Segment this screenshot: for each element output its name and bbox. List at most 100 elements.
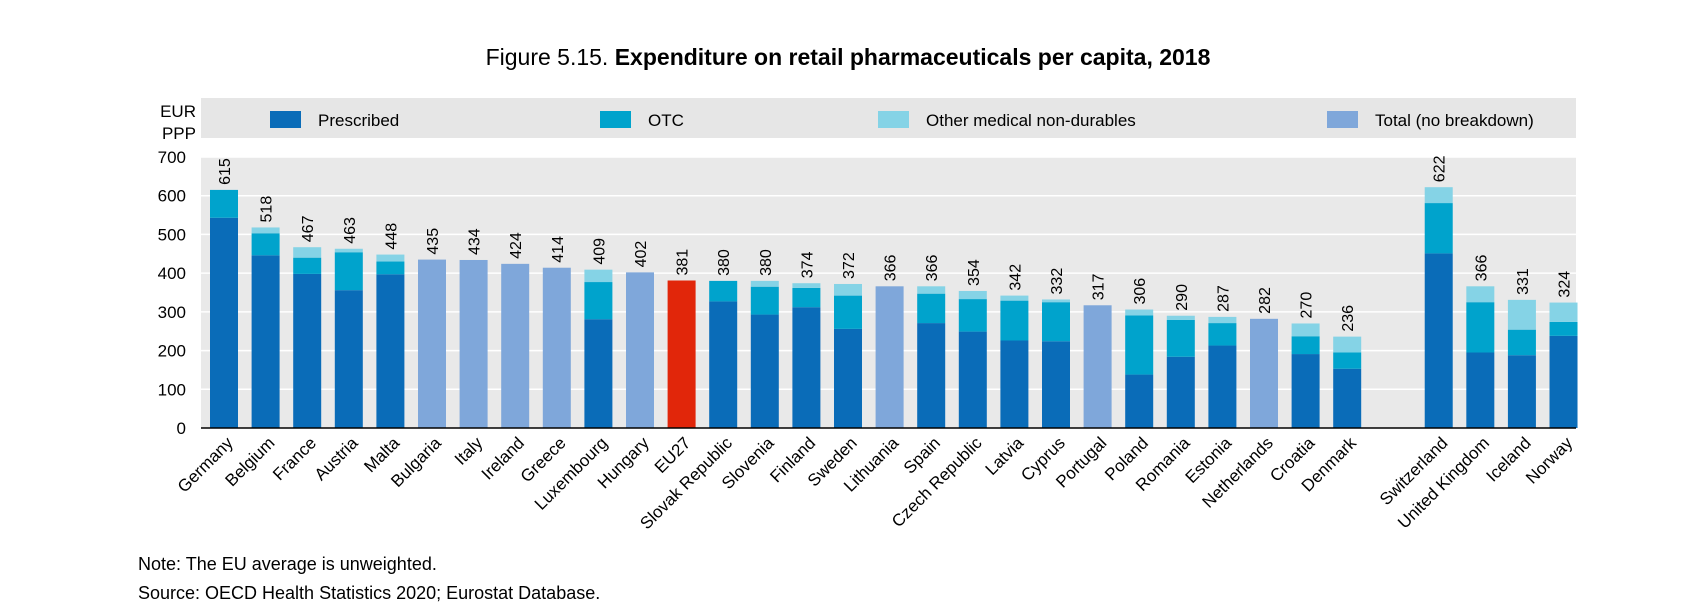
bar-segment-other [334, 248, 363, 253]
data-label: 324 [1557, 271, 1574, 298]
bar-segment-otc [334, 252, 363, 291]
bar-total-no-breakdown [418, 259, 446, 428]
bar-total-no-breakdown [626, 272, 654, 428]
y-tick-label: 500 [158, 225, 186, 244]
bar-segment-otc [1042, 302, 1070, 342]
data-label: 434 [467, 228, 484, 255]
bar-segment-other [958, 290, 987, 300]
bar-segment-otc [750, 286, 779, 315]
data-label: 414 [550, 236, 567, 263]
y-tick-label: 300 [158, 303, 186, 322]
data-label: 282 [1257, 287, 1274, 314]
bar-segment-other [750, 280, 779, 287]
bar-segment-prescribed [1125, 374, 1154, 428]
bar-segment-prescribed [834, 328, 862, 428]
y-tick-label: 400 [158, 264, 186, 283]
bar-total-no-breakdown [1250, 318, 1278, 428]
legend-swatch-prescribed [270, 111, 301, 128]
legend-swatch-otc [600, 111, 631, 128]
bar-segment-otc [1507, 329, 1536, 356]
legend-swatch-total [1327, 111, 1358, 128]
bar-segment-prescribed [584, 319, 613, 428]
data-label: 317 [1091, 273, 1108, 300]
y-unit-label: PPP [162, 124, 196, 143]
bar-segment-otc [251, 233, 280, 256]
data-label: 424 [508, 232, 525, 259]
data-label: 381 [675, 249, 692, 276]
bar-segment-otc [792, 287, 821, 308]
bar-segment-prescribed [210, 217, 238, 428]
note-text: Note: The EU average is unweighted. [138, 554, 437, 574]
bar-eu27 [667, 280, 696, 428]
bar-segment-other [376, 254, 405, 262]
bar-segment-prescribed [376, 274, 405, 428]
bar-segment-prescribed [709, 301, 738, 428]
bar-segment-prescribed [958, 331, 987, 428]
bar-segment-prescribed [1208, 345, 1237, 428]
data-label: 331 [1515, 268, 1532, 295]
bar-segment-prescribed [792, 307, 821, 428]
bar-segment-prescribed [1466, 352, 1495, 428]
bar-segment-prescribed [917, 323, 946, 428]
y-tick-label: 100 [158, 380, 186, 399]
bar-segment-prescribed [1333, 368, 1362, 428]
bar-segment-other [917, 286, 946, 294]
figure-title: Expenditure on retail pharmaceuticals pe… [614, 44, 1211, 70]
data-label: 306 [1132, 278, 1149, 305]
bar-segment-prescribed [1507, 355, 1536, 428]
bar-total-no-breakdown [542, 267, 571, 428]
y-tick-label: 200 [158, 342, 186, 361]
y-tick-label: 0 [177, 419, 186, 438]
y-tick-label: 700 [158, 148, 186, 167]
bar-segment-otc [1549, 321, 1578, 336]
bar-segment-other [1291, 323, 1320, 337]
legend-label-prescribed: Prescribed [318, 111, 399, 130]
bar-total-no-breakdown [501, 263, 530, 428]
figure-number: Figure 5.15. [485, 44, 609, 70]
data-label: 448 [383, 223, 400, 250]
bar-segment-other [1424, 187, 1453, 204]
legend-label-otc: OTC [648, 111, 684, 130]
data-label: 354 [966, 259, 983, 286]
data-label: 287 [1215, 285, 1232, 312]
bar-segment-otc [834, 295, 862, 329]
bar-segment-prescribed [1000, 340, 1029, 428]
data-label: 342 [1007, 264, 1024, 291]
legend: Prescribed OTC Other medical non-durables T… [201, 98, 1576, 138]
legend-label-other: Other medical non-durables [926, 111, 1136, 130]
bar-segment-otc [210, 189, 238, 218]
bar-segment-otc [1166, 319, 1195, 357]
bar-segment-prescribed [1166, 356, 1195, 428]
bar-total-no-breakdown [875, 286, 904, 428]
data-label: 332 [1049, 268, 1066, 295]
bar-segment-prescribed [293, 273, 322, 428]
legend-swatch-other [878, 111, 909, 128]
data-label: 622 [1432, 155, 1449, 182]
data-label: 518 [259, 196, 276, 223]
data-label: 463 [342, 217, 359, 244]
data-label: 467 [300, 215, 317, 242]
bar-segment-otc [1125, 315, 1154, 375]
bar-segment-other [1125, 309, 1154, 316]
legend-label-total: Total (no breakdown) [1375, 111, 1534, 130]
data-label: 380 [758, 249, 775, 276]
bar-segment-other [792, 283, 821, 288]
notes: Note: The EU average is unweighted. Sour… [138, 550, 600, 608]
bar-segment-otc [1333, 352, 1362, 369]
bar-segment-other [1000, 295, 1029, 301]
data-label: 270 [1299, 292, 1316, 319]
bar-segment-other [834, 283, 862, 296]
bar-segment-other [1208, 316, 1237, 324]
x-tick-label: Norway [1522, 433, 1577, 488]
bar-segment-otc [917, 293, 946, 324]
bar-segment-otc [709, 280, 738, 302]
data-label: 366 [924, 255, 941, 282]
data-label: 366 [1473, 255, 1490, 282]
data-label: 374 [799, 251, 816, 278]
data-label: 402 [633, 241, 650, 268]
bar-segment-other [293, 247, 322, 258]
data-label: 366 [883, 255, 900, 282]
bar-segment-other [1507, 299, 1536, 330]
data-label: 372 [841, 252, 858, 279]
